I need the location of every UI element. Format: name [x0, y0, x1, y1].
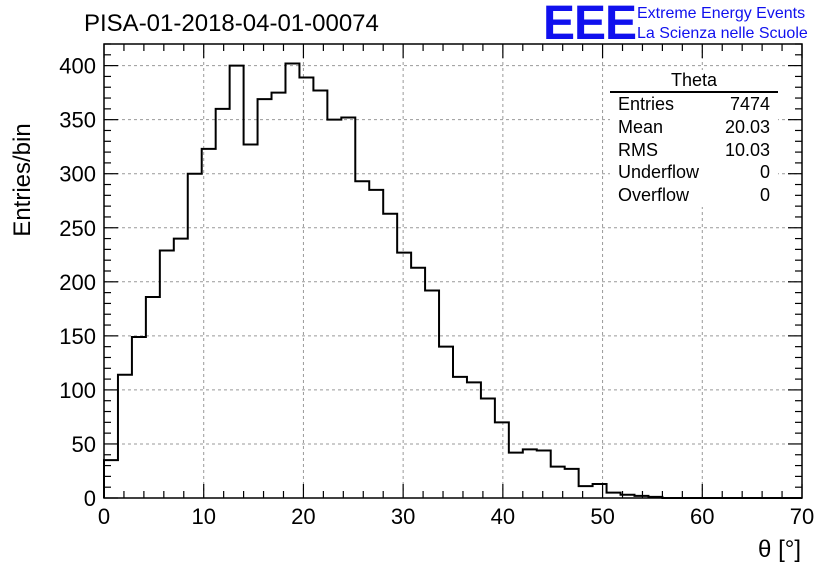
- stats-title: Theta: [610, 70, 778, 93]
- y-tick-label: 200: [59, 270, 96, 295]
- axis-ticks: [103, 43, 803, 499]
- logo-caption-line1: Extreme Energy Events: [637, 5, 806, 22]
- logo-caption: Extreme Energy Events La Scienza nelle S…: [637, 4, 808, 44]
- stats-label: Entries: [618, 94, 675, 114]
- x-tick-label: 50: [590, 504, 614, 529]
- histogram-series: [103, 62, 802, 499]
- y-tick-label: 350: [59, 108, 96, 133]
- y-tick-label: 150: [59, 324, 96, 349]
- eee-logo: EEE: [543, 0, 637, 50]
- x-tick-label: 70: [790, 504, 814, 529]
- stats-value: 0: [759, 185, 770, 206]
- x-tick-label: 0: [98, 504, 110, 529]
- x-tick-label: 20: [291, 504, 315, 529]
- stats-box: Theta Entries 7474 Mean 20.03 RMS 10.03 …: [610, 70, 778, 207]
- logo-caption-line2: La Scienza nelle Scuole: [637, 25, 808, 42]
- stats-row-overflow: Overflow 0: [610, 184, 778, 207]
- stats-row-entries: Entries 7474: [610, 93, 778, 116]
- stats-row-underflow: Underflow 0: [610, 161, 778, 184]
- y-tick-label: 100: [59, 378, 96, 403]
- stats-value: 0: [759, 162, 770, 183]
- y-tick-label: 400: [59, 54, 96, 79]
- x-tick-label: 30: [391, 504, 415, 529]
- x-axis-label: θ [°]: [758, 536, 801, 563]
- stats-row-mean: Mean 20.03: [610, 116, 778, 139]
- x-tick-label: 60: [690, 504, 714, 529]
- stats-label: RMS: [618, 139, 658, 160]
- run-title: PISA-01-2018-04-01-00074: [84, 10, 379, 37]
- stats-label: Mean: [618, 116, 664, 137]
- stats-label: Overflow: [618, 185, 690, 206]
- stats-value: 10.03: [724, 139, 770, 160]
- y-tick-label: 300: [59, 162, 96, 187]
- x-tick-label: 40: [491, 504, 515, 529]
- stats-value: 7474: [729, 94, 770, 114]
- axis-tick-labels: 0 10 20 30 40 50 60 70 0 50 100 150 200 250 300 350 400: [59, 54, 814, 529]
- stats-label: Underflow: [618, 162, 700, 183]
- y-tick-label: 50: [72, 432, 96, 457]
- stats-value: 20.03: [724, 116, 770, 137]
- y-tick-label: 250: [59, 216, 96, 241]
- y-axis-label: Entries/bin: [9, 123, 36, 236]
- x-tick-label: 10: [191, 504, 215, 529]
- y-tick-label: 0: [84, 486, 96, 511]
- stats-row-rms: RMS 10.03: [610, 139, 778, 162]
